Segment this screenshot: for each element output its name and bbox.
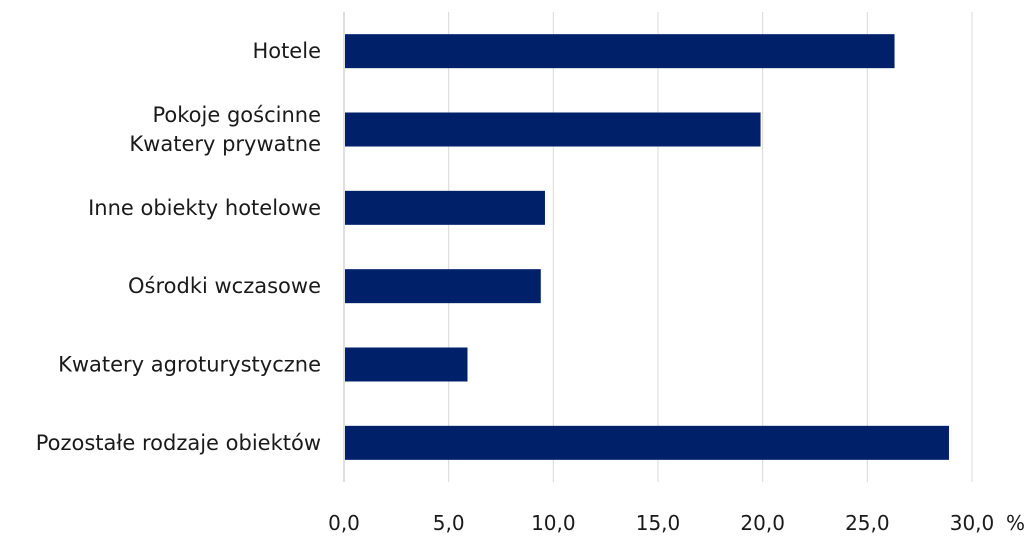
bar xyxy=(345,269,541,304)
bar xyxy=(345,34,895,69)
x-tick-label: 5,0 xyxy=(433,511,465,535)
x-axis-unit: % xyxy=(1006,511,1025,535)
x-tick-label: 20,0 xyxy=(740,511,785,535)
x-tick-label: 10,0 xyxy=(531,511,576,535)
grid-lines xyxy=(343,12,973,482)
category-labels: Hotele Pokoje gościnne Kwatery prywatne Inn… xyxy=(36,39,321,455)
x-tick-labels: 0,0 5,0 10,0 15,0 20,0 25,0 30,0 xyxy=(328,511,994,535)
category-label: Pokoje gościnne xyxy=(153,103,322,127)
category-label: Hotele xyxy=(252,39,321,63)
x-tick-label: 30,0 xyxy=(950,511,995,535)
category-label: Kwatery prywatne xyxy=(129,132,321,156)
bar xyxy=(345,190,545,225)
bars xyxy=(345,34,949,460)
category-label: Ośrodki wczasowe xyxy=(128,274,321,298)
category-label: Inne obiekty hotelowe xyxy=(88,196,321,220)
x-tick-label: 15,0 xyxy=(636,511,681,535)
bar xyxy=(345,112,761,147)
bar xyxy=(345,425,949,460)
x-tick-label: 0,0 xyxy=(328,511,360,535)
x-tick-label: 25,0 xyxy=(845,511,890,535)
category-label: Kwatery agroturystyczne xyxy=(58,353,321,377)
bar xyxy=(345,347,468,382)
category-label: Pozostałe rodzaje obiektów xyxy=(36,431,321,455)
